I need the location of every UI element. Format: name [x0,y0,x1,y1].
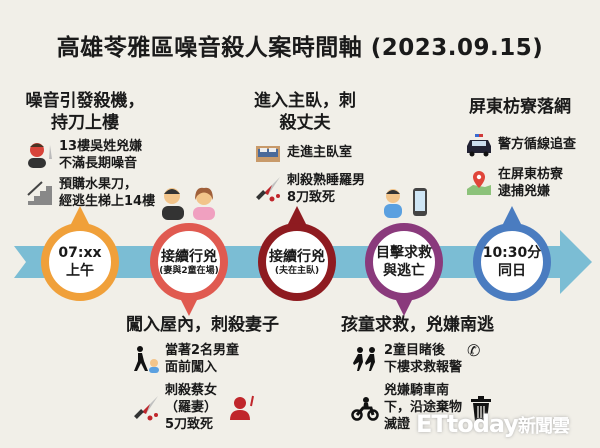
item-text: 當著2名男童 [165,343,240,358]
item-text: 下，沿途棄物 [384,400,463,415]
item-text: （羅妻） [165,400,218,415]
timeline-node-1030: 10:30分 同日 [473,223,551,301]
timeline-node-wife: 接續行兇 (妻與2童在場) [150,223,228,301]
item-text: 走進主臥室 [287,144,353,160]
node-label: 與逃亡 [383,263,425,279]
item-text: 下樓求救報警 [384,360,463,375]
node-label: 同日 [498,263,526,279]
item-text: 滅證 [384,417,411,432]
event-heading: 殺丈夫 [279,113,331,133]
pin-tip [71,206,89,224]
watermark-brand: ETtoday [416,410,519,438]
node-time: 接續行兇 [161,248,217,265]
item-text: 5刀致死 [165,417,214,432]
item-text: 在屏東枋寮 [498,167,564,182]
victim-icon [230,395,254,420]
node-label: 上午 [66,263,94,279]
event-top3: 屏東枋寮落網 警方循線追查 在屏東枋寮逮捕兇嫌 [445,96,595,200]
item-text: 8刀致死 [287,190,336,205]
node-time: 10:30分 [482,245,542,261]
item-text: 13樓吳姓兇嫌 [59,139,143,154]
pin-tip [395,298,413,316]
angry-man-knife-icon [28,143,52,168]
event-heading: 闖入屋內，刺殺妻子 [126,315,279,335]
node-time: 07:xx [58,245,102,261]
bloody-knife-icon [134,395,158,420]
child-phone-icon [384,188,427,218]
phone-icon: ✆ [467,341,481,360]
event-heading: 進入主臥，刺 [254,91,356,111]
item-text: 預購水果刀， [59,177,138,192]
bed-icon [256,146,280,162]
timeline-node-husband: 接續行兇 (夫在主臥) [258,223,336,301]
event-top1: 噪音引發殺機， 持刀上樓 13樓吳姓兇嫌 不滿長期噪音 預購水果刀， 經逃生梯上14… [10,90,160,210]
event-bottom2: 孩童求救，兇嫌南逃 2童目睹後下樓求救報警 ✆ 兇嫌騎車南下，沿途棄物 滅證 [341,314,521,433]
pin-tip [180,298,198,316]
running-kids-icon [353,347,375,371]
node-time: 接續行兇 [269,248,325,265]
event-top2: 進入主臥，刺 殺丈夫 走進主臥室 刺殺熟睡羅男 8刀致死 [230,90,380,206]
item-text: 刺殺熟睡羅男 [287,173,366,188]
bloody-knife-icon [256,177,280,202]
item-text: 不滿長期噪音 [59,156,138,171]
timeline-node-escape: 目擊求救 與逃亡 [365,223,443,301]
item-text: 刺殺蔡女 [165,383,218,398]
node-time: 目擊求救 [376,245,432,261]
node-label: (夫在主臥) [274,265,320,276]
page-title: 高雄苓雅區噪音殺人案時間軸 (2023.09.15) [56,35,544,61]
police-car-icon [467,134,491,157]
map-pin-icon [467,171,491,195]
event-heading: 屏東枋寮落網 [469,97,571,117]
intruder-child-icon [134,346,159,373]
event-heading: 噪音引發殺機， [25,91,145,111]
item-text: 面前闖入 [165,360,218,375]
couple-icon [162,187,215,220]
item-text: 經逃生梯上14樓 [59,194,156,209]
trash-can-icon [471,395,492,421]
timeline-node-0700: 07:xx 上午 [41,223,119,301]
pin-tip [288,206,306,224]
motorcycle-icon [351,396,379,421]
item-text: 兇嫌騎車南 [384,383,450,398]
pin-tip [503,206,521,224]
watermark-suffix: 新聞雲 [518,416,570,437]
stairs-icon [27,181,52,205]
item-text: 逮捕兇嫌 [498,184,551,199]
event-bottom1: 闖入屋內，刺殺妻子 當著2名男童 面前闖入 刺殺蔡女 （羅妻） 5刀致死 [126,314,296,433]
event-heading: 孩童求救，兇嫌南逃 [341,315,494,335]
event-heading: 持刀上樓 [51,113,119,133]
item-text: 2童目睹後 [384,343,446,358]
watermark-logo: ETtoday 新聞雲 [416,410,570,438]
item-text: 警方循線追查 [498,136,577,152]
node-label: (妻與2童在場) [159,265,219,276]
